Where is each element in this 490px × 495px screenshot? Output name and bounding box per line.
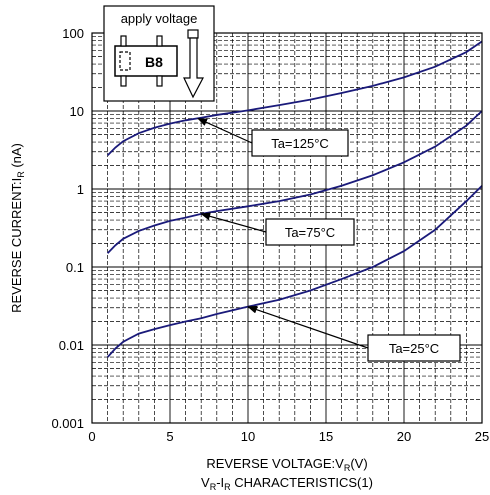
x-tick-label: 20	[397, 429, 411, 444]
annotation-arrow	[248, 307, 368, 348]
y-tick-label: 0.001	[51, 416, 84, 431]
y-tick-labels: 0.001 0.01 0.1 1 10 100	[51, 26, 84, 431]
x-tick-label: 0	[88, 429, 95, 444]
x-tick-labels: 0 5 10 15 20 25	[88, 429, 489, 444]
y-tick-label: 1	[77, 182, 84, 197]
y-tick-label: 100	[62, 26, 84, 41]
x-tick-label: 15	[319, 429, 333, 444]
annotation-arrow	[201, 214, 266, 232]
x-axis-title: REVERSE VOLTAGE:VR(V)	[206, 456, 367, 473]
annotation-arrow	[198, 119, 252, 143]
apply-voltage-inset: apply voltage B8	[104, 6, 214, 101]
chart-caption: VR-IR CHARACTERISTICS(1)	[201, 475, 373, 492]
annotation-label-75: Ta=75°C	[285, 225, 335, 240]
y-axis-title: REVERSE CURRENT:IR (nA)	[9, 143, 26, 313]
y-tick-label: 0.01	[59, 338, 84, 353]
annotation-label-125: Ta=125°C	[271, 136, 329, 151]
x-tick-label: 5	[166, 429, 173, 444]
package-marking: B8	[145, 54, 163, 70]
y-tick-label: 10	[70, 104, 84, 119]
inset-label: apply voltage	[121, 11, 198, 26]
y-tick-label: 0.1	[66, 260, 84, 275]
series-line-2	[108, 186, 482, 357]
annotation-label-25: Ta=25°C	[389, 341, 439, 356]
x-tick-label: 25	[475, 429, 489, 444]
x-tick-label: 10	[241, 429, 255, 444]
